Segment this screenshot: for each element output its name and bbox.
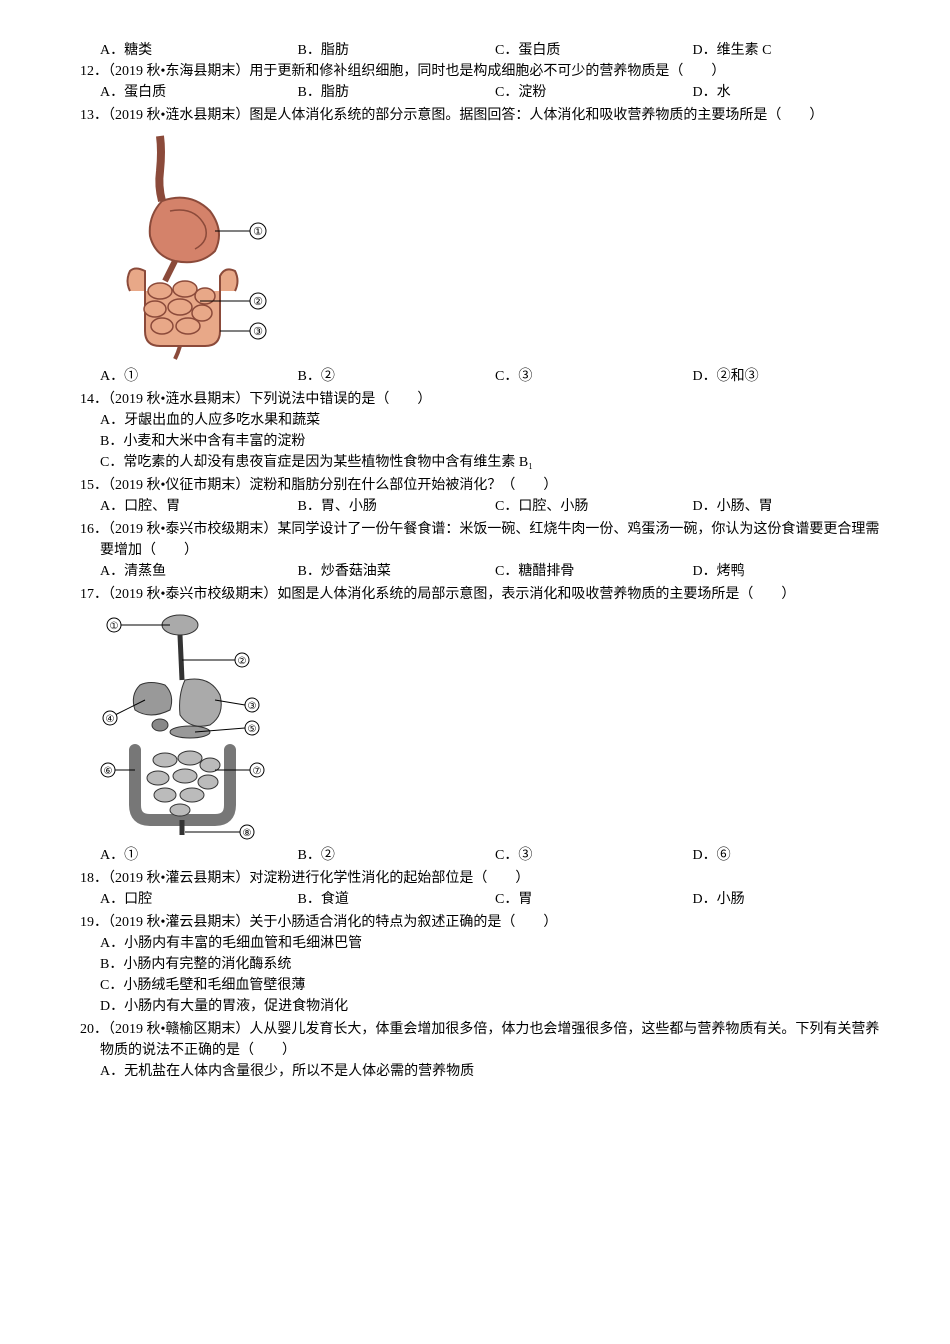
option-a: A．清蒸鱼 xyxy=(100,561,298,582)
question-text: 16．（2019 秋•泰兴市校级期末）某同学设计了一份午餐食谱：米饭一碗、红烧牛… xyxy=(80,519,890,561)
question-12: 12．（2019 秋•东海县期末）用于更新和修补组织细胞，同时也是构成细胞必不可… xyxy=(60,61,890,103)
question-15: 15．（2019 秋•仪征市期末）淀粉和脂肪分别在什么部位开始被消化？（ ） A… xyxy=(60,475,890,517)
option-d: D．水 xyxy=(693,82,891,103)
option-a: A．① xyxy=(100,366,298,387)
question-text: 18．（2019 秋•灌云县期末）对淀粉进行化学性消化的起始部位是（ ） xyxy=(80,868,890,889)
q15-options: A．口腔、胃 B．胃、小肠 C．口腔、小肠 D．小肠、胃 xyxy=(100,496,890,517)
option-c: C．小肠绒毛壁和毛细血管壁很薄 xyxy=(100,975,890,996)
q18-options: A．口腔 B．食道 C．胃 D．小肠 xyxy=(100,889,890,910)
diagram-label-1: ① xyxy=(253,226,263,238)
q17-options: A．① B．② C．③ D．⑥ xyxy=(100,845,890,866)
option-b: B．胃、小肠 xyxy=(298,496,496,517)
q16-options: A．清蒸鱼 B．炒香菇油菜 C．糖醋排骨 D．烤鸭 xyxy=(100,561,890,582)
question-16: 16．（2019 秋•泰兴市校级期末）某同学设计了一份午餐食谱：米饭一碗、红烧牛… xyxy=(60,519,890,582)
option-a: A．糖类 xyxy=(100,40,298,61)
option-d: D．⑥ xyxy=(693,845,891,866)
option-d: D．小肠内有大量的胃液，促进食物消化 xyxy=(100,996,890,1017)
option-a: A．无机盐在人体内含量很少，所以不是人体必需的营养物质 xyxy=(100,1061,890,1082)
svg-text:⑥: ⑥ xyxy=(104,766,113,777)
option-a: A．小肠内有丰富的毛细血管和毛细淋巴管 xyxy=(100,933,890,954)
question-14: 14．（2019 秋•涟水县期末）下列说法中错误的是（ ） A．牙龈出血的人应多… xyxy=(60,389,890,473)
diagram-label-3: ③ xyxy=(253,326,263,338)
question-text: 19．（2019 秋•灌云县期末）关于小肠适合消化的特点为叙述正确的是（ ） xyxy=(80,912,890,933)
option-a: A．牙龈出血的人应多吃水果和蔬菜 xyxy=(100,410,890,431)
option-c: C．糖醋排骨 xyxy=(495,561,693,582)
question-19: 19．（2019 秋•灌云县期末）关于小肠适合消化的特点为叙述正确的是（ ） A… xyxy=(60,912,890,1017)
svg-text:④: ④ xyxy=(106,714,115,725)
option-b: B．② xyxy=(298,366,496,387)
option-c: C．口腔、小肠 xyxy=(495,496,693,517)
option-c: C．③ xyxy=(495,366,693,387)
diagram-label-2: ② xyxy=(253,296,263,308)
option-a: A．口腔、胃 xyxy=(100,496,298,517)
option-b: B．小麦和大米中含有丰富的淀粉 xyxy=(100,431,890,452)
svg-text:⑧: ⑧ xyxy=(243,828,252,839)
question-17: 17．（2019 秋•泰兴市校级期末）如图是人体消化系统的局部示意图，表示消化和… xyxy=(60,584,890,866)
option-b: B．炒香菇油菜 xyxy=(298,561,496,582)
digestive-diagram-1: ① ② ③ xyxy=(100,131,890,361)
option-d: D．②和③ xyxy=(693,366,891,387)
question-text: 17．（2019 秋•泰兴市校级期末）如图是人体消化系统的局部示意图，表示消化和… xyxy=(80,584,890,605)
svg-text:⑦: ⑦ xyxy=(253,766,262,777)
question-text: 14．（2019 秋•涟水县期末）下列说法中错误的是（ ） xyxy=(80,389,890,410)
question-text: 20．（2019 秋•赣榆区期末）人从婴儿发育长大，体重会增加很多倍，体力也会增… xyxy=(80,1019,890,1061)
option-c: C．淀粉 xyxy=(495,82,693,103)
q12-options: A．蛋白质 B．脂肪 C．淀粉 D．水 xyxy=(100,82,890,103)
option-b: B．脂肪 xyxy=(298,40,496,61)
option-d: D．维生素 C xyxy=(693,40,891,61)
option-b: B．脂肪 xyxy=(298,82,496,103)
option-c: C．胃 xyxy=(495,889,693,910)
q13-options: A．① B．② C．③ D．②和③ xyxy=(100,366,890,387)
question-18: 18．（2019 秋•灌云县期末）对淀粉进行化学性消化的起始部位是（ ） A．口… xyxy=(60,868,890,910)
option-c: C．③ xyxy=(495,845,693,866)
option-d: D．烤鸭 xyxy=(693,561,891,582)
question-13: 13．（2019 秋•涟水县期末）图是人体消化系统的部分示意图。据图回答：人体消… xyxy=(60,105,890,387)
digestive-diagram-2: ① ② ③ ④ ⑤ ⑥ ⑦ ⑧ xyxy=(100,610,890,840)
q11-options: A．糖类 B．脂肪 C．蛋白质 D．维生素 C xyxy=(100,40,890,61)
option-b: B．② xyxy=(298,845,496,866)
option-d: D．小肠、胃 xyxy=(693,496,891,517)
question-text: 13．（2019 秋•涟水县期末）图是人体消化系统的部分示意图。据图回答：人体消… xyxy=(80,105,890,126)
question-20: 20．（2019 秋•赣榆区期末）人从婴儿发育长大，体重会增加很多倍，体力也会增… xyxy=(60,1019,890,1082)
option-d: D．小肠 xyxy=(693,889,891,910)
option-c: C．常吃素的人却没有患夜盲症是因为某些植物性食物中含有维生素 B₁ xyxy=(100,452,890,473)
svg-text:③: ③ xyxy=(248,701,257,712)
svg-text:②: ② xyxy=(238,656,247,667)
svg-text:⑤: ⑤ xyxy=(248,724,257,735)
question-text: 15．（2019 秋•仪征市期末）淀粉和脂肪分别在什么部位开始被消化？（ ） xyxy=(80,475,890,496)
option-a: A．① xyxy=(100,845,298,866)
option-a: A．蛋白质 xyxy=(100,82,298,103)
option-a: A．口腔 xyxy=(100,889,298,910)
option-c: C．蛋白质 xyxy=(495,40,693,61)
svg-text:①: ① xyxy=(110,621,119,632)
option-b: B．小肠内有完整的消化酶系统 xyxy=(100,954,890,975)
option-b: B．食道 xyxy=(298,889,496,910)
question-text: 12．（2019 秋•东海县期末）用于更新和修补组织细胞，同时也是构成细胞必不可… xyxy=(80,61,890,82)
